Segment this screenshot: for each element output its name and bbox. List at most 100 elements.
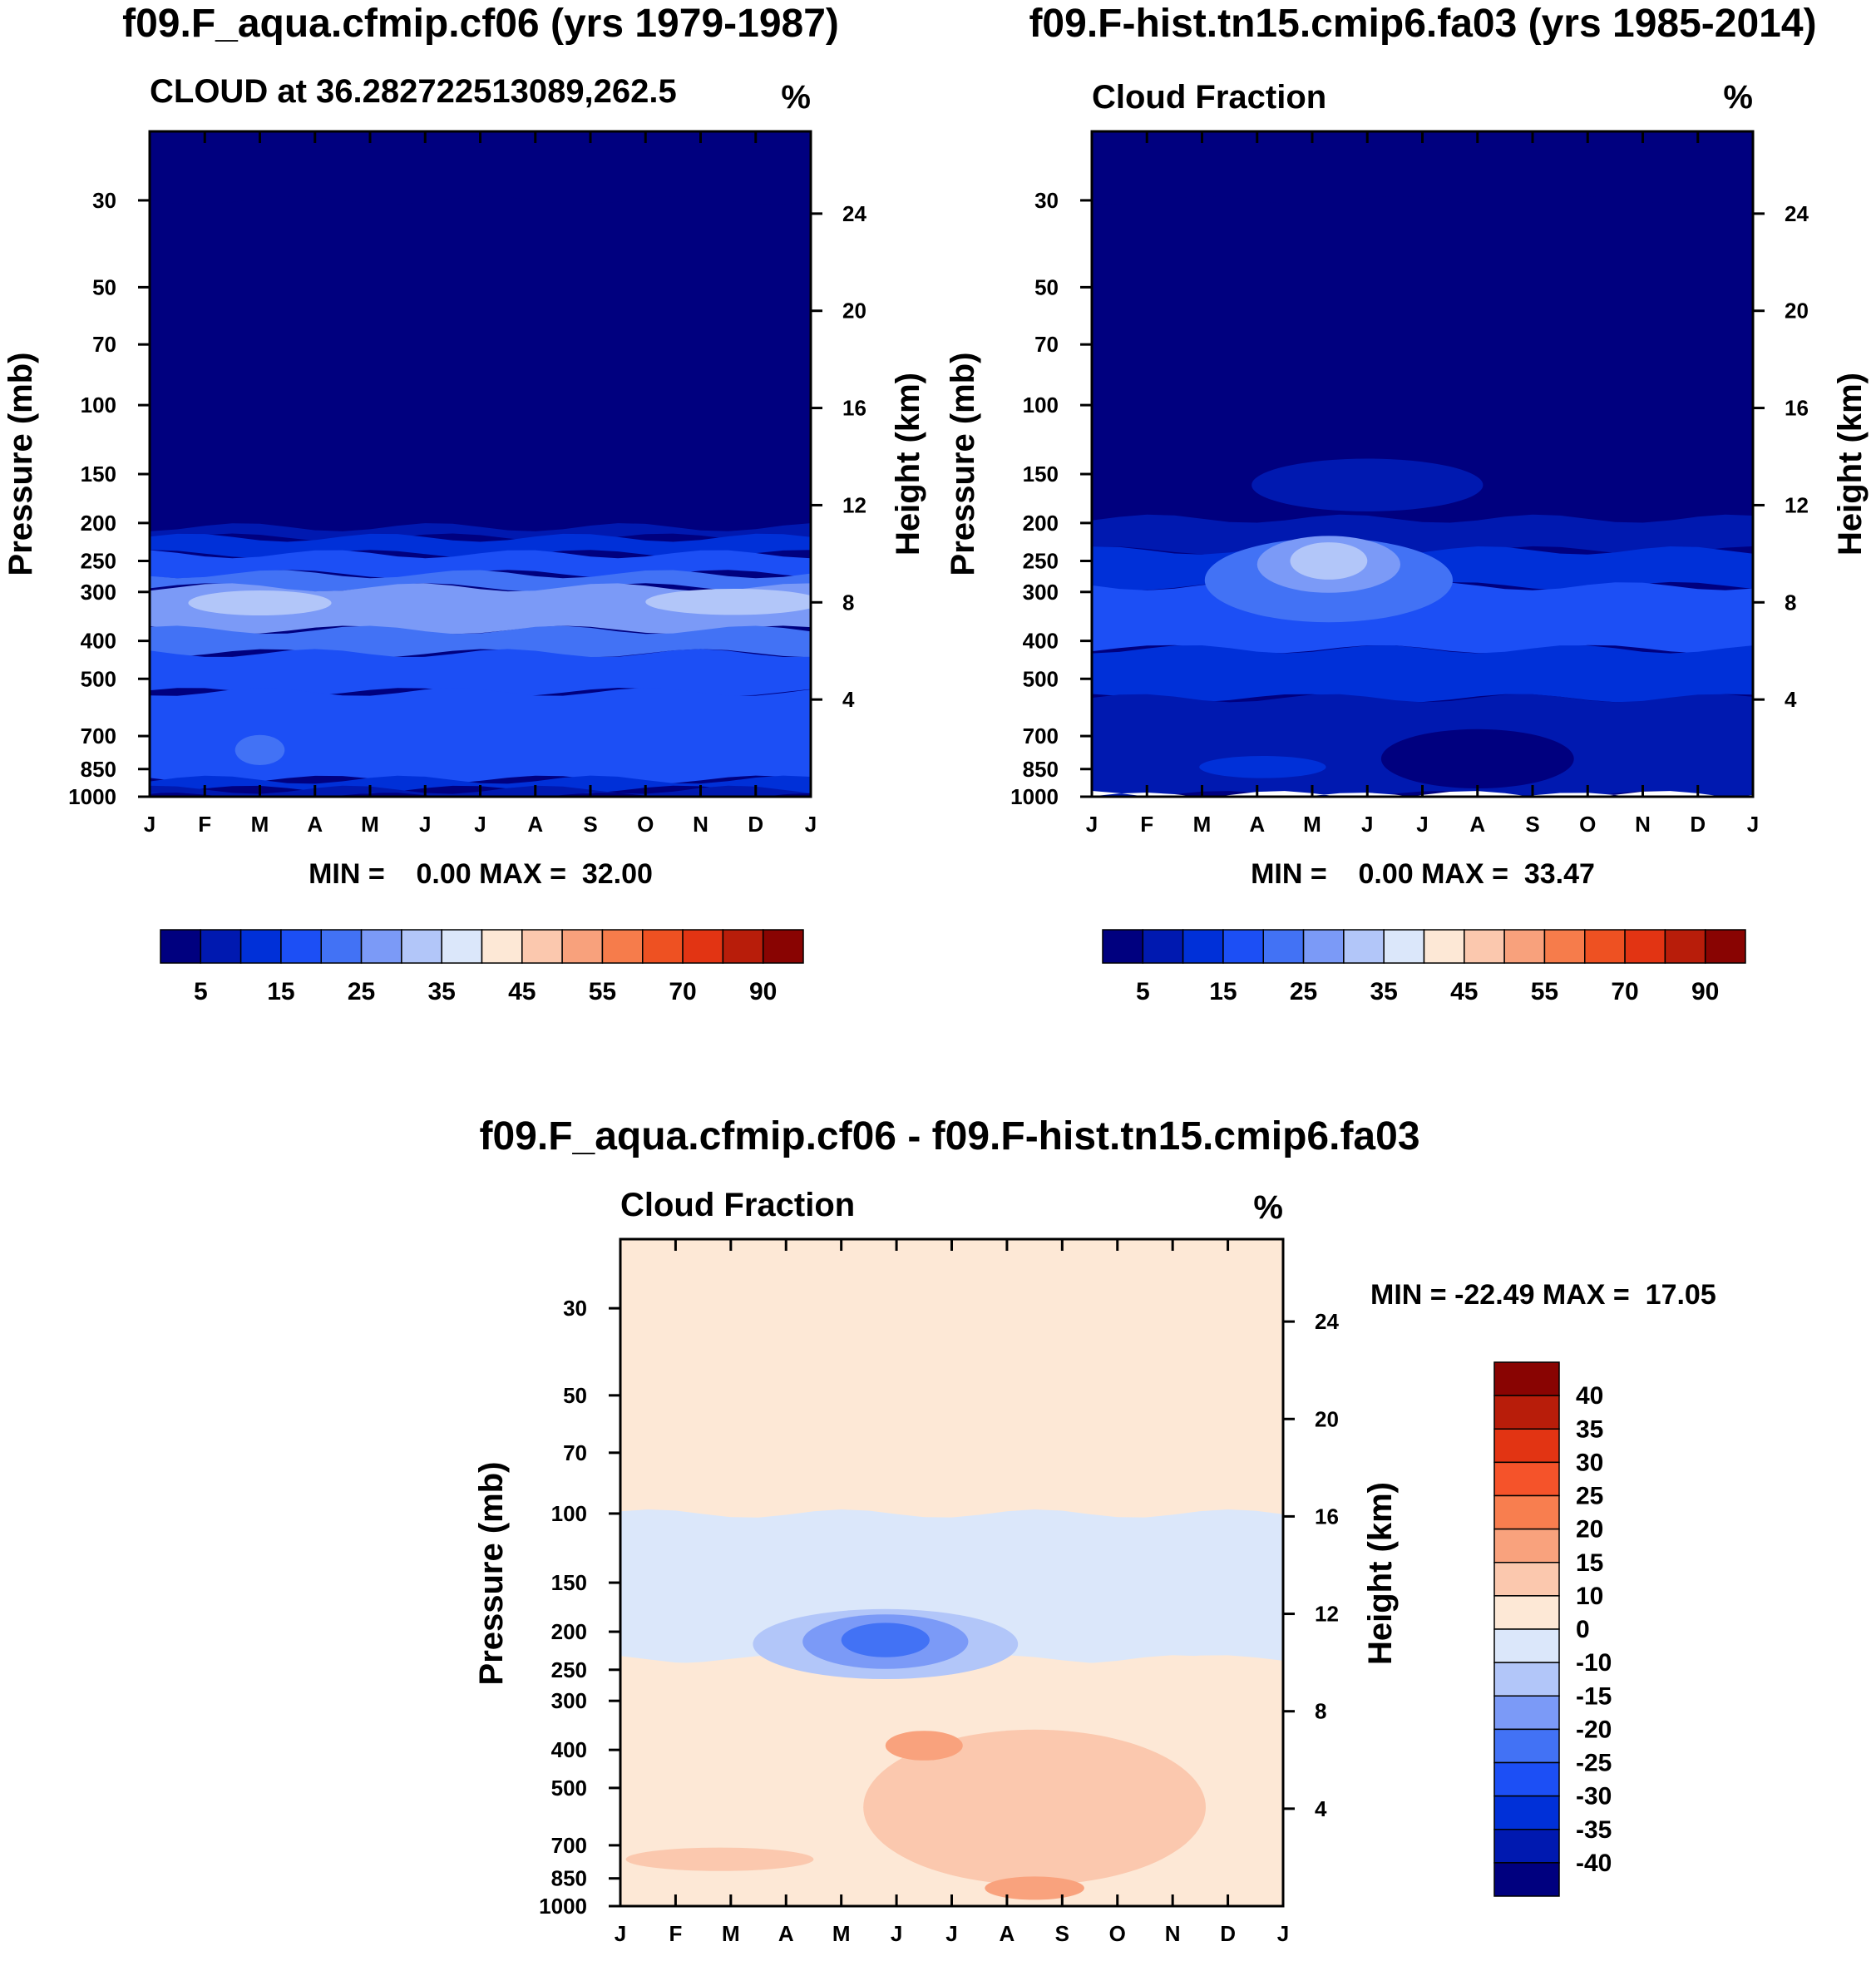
colorbar-swatch	[1222, 929, 1264, 964]
colorbar-swatch	[722, 929, 764, 964]
colorbar-label: 55	[1531, 978, 1558, 1005]
y-tick-label: 250	[1023, 549, 1059, 574]
x-tick-label: S	[583, 812, 597, 837]
y2-tick-label: 20	[1315, 1406, 1339, 1431]
y-tick-label: 30	[563, 1296, 587, 1321]
colorbar-label: -40	[1576, 1850, 1612, 1877]
y-tick-label: 30	[1034, 188, 1059, 213]
x-tick-label: D	[1220, 1921, 1236, 1946]
y2-tick-label: 12	[1785, 492, 1809, 517]
y2-tick-label: 20	[1785, 299, 1809, 324]
x-tick-label: A	[778, 1921, 794, 1946]
colorbar-label: 35	[428, 978, 456, 1005]
colorbar-swatch	[642, 929, 684, 964]
min-max-text: MIN = 0.00 MAX = 32.00	[309, 858, 653, 890]
x-tick-label: J	[1361, 812, 1373, 837]
colorbar: 5 15 25 35 45 55 70 90	[160, 929, 804, 1005]
y-tick-label: 700	[1023, 724, 1059, 748]
colorbar-swatch	[601, 929, 644, 964]
colorbar-label: 10	[1576, 1583, 1603, 1610]
colorbar-swatch	[320, 929, 363, 964]
y-tick-label: 300	[551, 1688, 587, 1713]
x-tick-label: J	[419, 812, 431, 837]
x-tick-label: D	[1690, 812, 1706, 837]
contour-feature	[1290, 542, 1368, 580]
panel-right: f09.F-hist.tn15.cmip6.fa03 (yrs 1985-201…	[945, 2, 1869, 1005]
y2-tick-label: 16	[1785, 396, 1809, 421]
colorbar-swatch	[1102, 929, 1144, 964]
colorbar-swatch	[1493, 1662, 1560, 1697]
x-tick-label: M	[1193, 812, 1212, 837]
y-tick-label: 300	[1023, 580, 1059, 605]
y-tick-label: 500	[81, 666, 116, 691]
colorbar-label: 5	[1136, 978, 1150, 1005]
y-tick-label: 50	[92, 274, 116, 299]
y2-tick-label: 20	[842, 299, 866, 324]
colorbar-swatch	[682, 929, 724, 964]
colorbar-label: 0	[1576, 1616, 1590, 1643]
y-tick-label: 100	[551, 1501, 587, 1526]
y2-axis-label: Height (km)	[1362, 1482, 1399, 1665]
y-tick-label: 70	[1034, 332, 1059, 357]
colorbar-swatch	[1503, 929, 1546, 964]
y-tick-label: 500	[551, 1776, 587, 1800]
contour-band	[150, 196, 811, 531]
y-tick-label: 200	[1023, 511, 1059, 536]
y2-axis-label: Height (km)	[890, 373, 926, 556]
y2-tick-label: 4	[1315, 1796, 1327, 1821]
axes: J F M A M J J A S O N D J 30 50 70 100 150 200 250 300 400 500…	[539, 1239, 1339, 1946]
colorbar-swatch	[1493, 1628, 1560, 1663]
colorbar-swatch	[481, 929, 523, 964]
colorbar-swatch	[1262, 929, 1305, 964]
y-tick-label: 400	[551, 1737, 587, 1762]
y2-tick-label: 24	[1785, 201, 1809, 226]
colorbar-label: 45	[1450, 978, 1478, 1005]
colorbar-swatch	[1493, 1461, 1560, 1497]
y2-tick-label: 24	[1315, 1309, 1339, 1334]
y-tick-label: 850	[551, 1866, 587, 1891]
colorbar-label: 30	[1576, 1449, 1603, 1476]
y-tick-label: 400	[1023, 629, 1059, 654]
colorbar-label: 20	[1576, 1516, 1603, 1544]
contour-band	[150, 523, 811, 542]
contour-band	[620, 1304, 1283, 1518]
x-tick-label: N	[693, 812, 708, 837]
y-tick-label: 70	[563, 1440, 587, 1465]
colorbar-swatch	[1423, 929, 1465, 964]
y-tick-label: 150	[81, 462, 116, 487]
x-tick-label: S	[1525, 812, 1539, 837]
colorbar-swatch	[1493, 1829, 1560, 1864]
x-tick-label: J	[1416, 812, 1428, 837]
plot-area	[1092, 131, 1753, 797]
y-tick-label: 250	[551, 1657, 587, 1682]
x-tick-label: J	[1747, 812, 1759, 837]
colorbar-swatch	[1493, 1428, 1560, 1464]
y2-tick-label: 12	[842, 492, 866, 517]
y-tick-label: 150	[1023, 462, 1059, 487]
y2-tick-label: 4	[1785, 687, 1797, 712]
y-tick-label: 200	[81, 511, 116, 536]
colorbar-swatch	[1624, 929, 1666, 964]
y-tick-label: 850	[81, 757, 116, 782]
contour-feature	[985, 1876, 1084, 1900]
y-tick-label: 250	[81, 549, 116, 574]
units-label: %	[781, 79, 811, 116]
y2-tick-label: 24	[842, 201, 866, 226]
y-axis-label: Pressure (mb)	[945, 353, 981, 576]
y-tick-label: 50	[563, 1383, 587, 1408]
colorbar-label: 5	[194, 978, 208, 1005]
colorbar-label: 70	[669, 978, 696, 1005]
y2-tick-label: 8	[842, 590, 854, 615]
y2-tick-label: 8	[1315, 1699, 1326, 1724]
y-tick-label: 300	[81, 580, 116, 605]
min-max-text: MIN = 0.00 MAX = 33.47	[1251, 858, 1595, 890]
x-tick-label: J	[1277, 1921, 1289, 1946]
colorbar-swatch	[1493, 1728, 1560, 1764]
colorbar-label: 40	[1576, 1382, 1603, 1410]
colorbar-label: 15	[1576, 1549, 1603, 1577]
y-tick-label: 700	[81, 724, 116, 748]
y2-axis-label: Height (km)	[1832, 373, 1869, 556]
colorbar-swatch	[1664, 929, 1706, 964]
colorbar-swatch	[561, 929, 604, 964]
